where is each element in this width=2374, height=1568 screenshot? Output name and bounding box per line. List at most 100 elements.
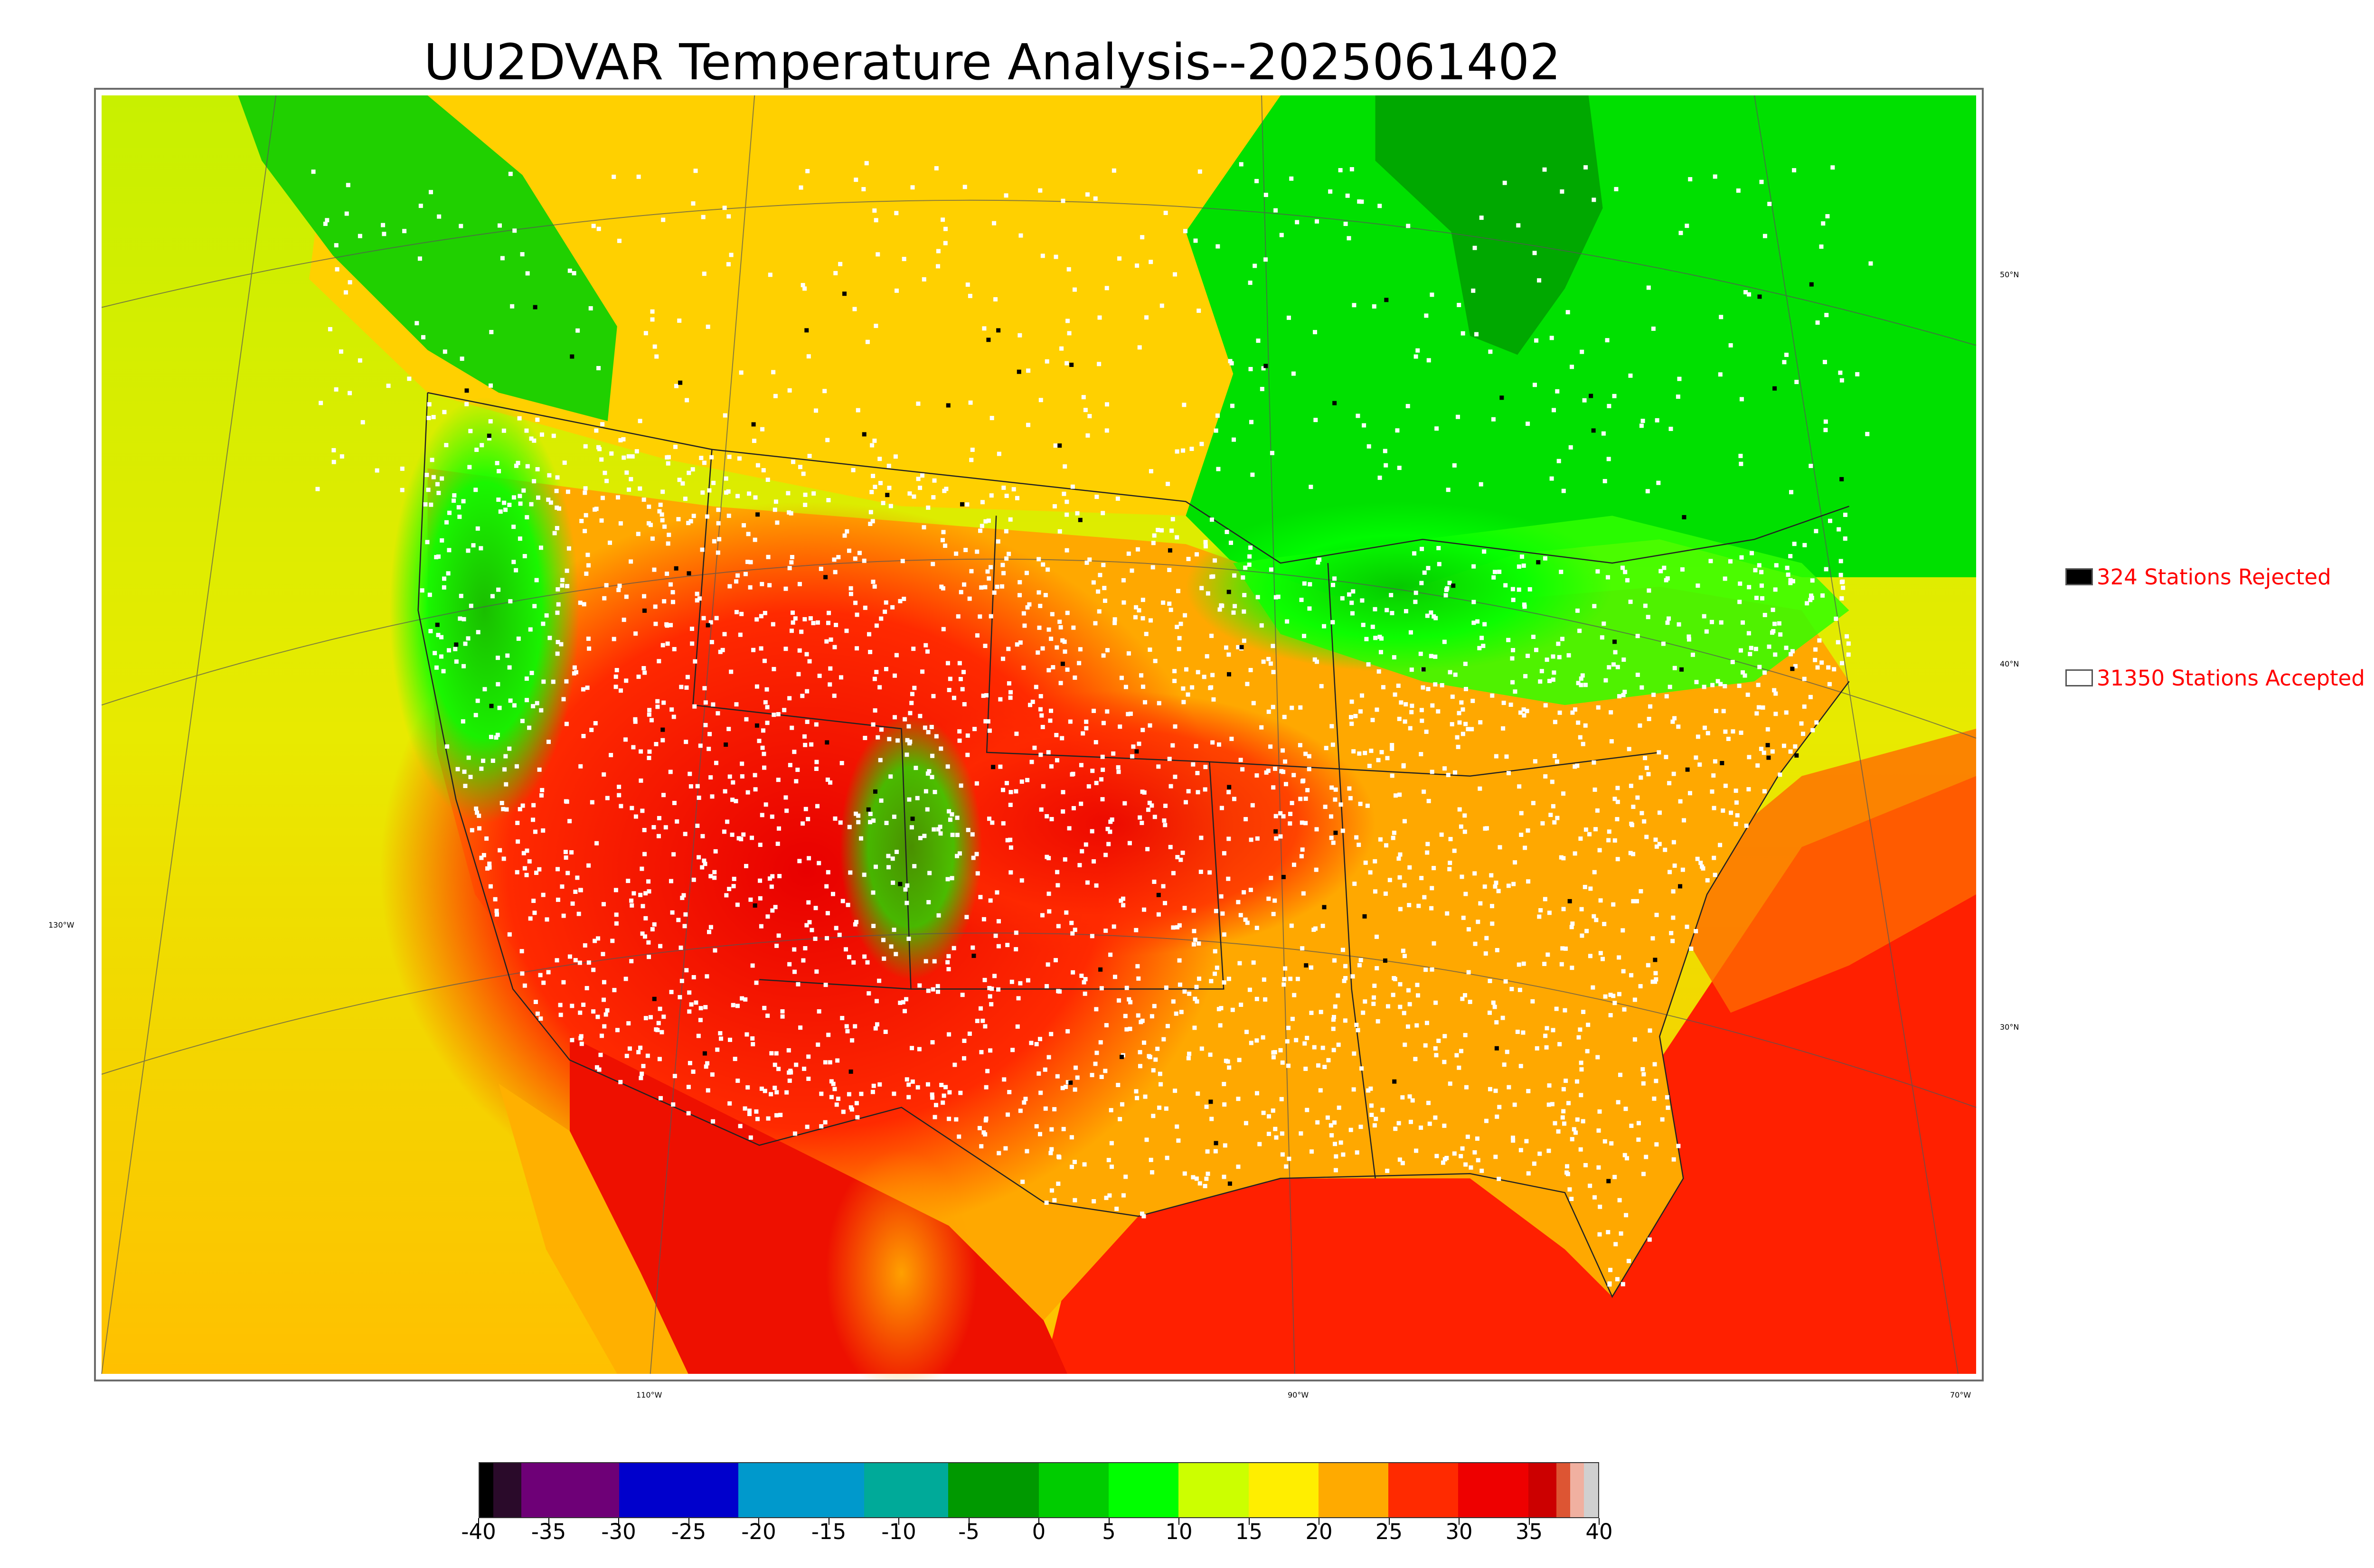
station-accepted (1133, 615, 1138, 620)
station-accepted (496, 682, 500, 686)
station-accepted (1429, 654, 1433, 658)
station-accepted (1302, 1041, 1307, 1046)
station-accepted (1430, 886, 1434, 891)
station-accepted (1625, 578, 1630, 582)
station-accepted (1383, 449, 1387, 453)
station-accepted (1360, 693, 1365, 698)
station-accepted (754, 617, 759, 622)
station-accepted (629, 559, 633, 564)
station-accepted (939, 1083, 944, 1088)
station-accepted (544, 613, 549, 618)
station-accepted (648, 1015, 653, 1020)
station-accepted (1398, 982, 1403, 986)
station-accepted (535, 417, 540, 422)
station-accepted (665, 572, 669, 576)
station-accepted (1050, 612, 1055, 617)
station-accepted (1368, 1086, 1373, 1091)
station-accepted (941, 530, 946, 535)
station-accepted (902, 257, 906, 262)
station-accepted (690, 641, 695, 646)
station-accepted (1545, 952, 1550, 957)
station-accepted (1729, 810, 1733, 815)
station-accepted (1269, 875, 1273, 880)
station-accepted (1280, 1131, 1284, 1136)
lon-label-110w: 110°W (636, 1390, 662, 1399)
station-accepted (1630, 823, 1634, 827)
station-accepted (960, 687, 965, 692)
station-accepted (561, 980, 566, 985)
station-rejected (1765, 743, 1770, 748)
station-accepted (1305, 1035, 1309, 1040)
station-accepted (1425, 613, 1430, 618)
station-accepted (1213, 949, 1217, 954)
station-accepted (1629, 783, 1633, 788)
station-accepted (1569, 1197, 1574, 1202)
station-accepted (975, 1019, 980, 1023)
station-accepted (1175, 535, 1179, 540)
station-accepted (1214, 428, 1218, 433)
station-accepted (1329, 785, 1334, 790)
station-accepted (524, 676, 529, 681)
station-accepted (1839, 378, 1844, 383)
station-accepted (957, 729, 962, 734)
station-accepted (1714, 709, 1718, 714)
station-accepted (474, 806, 479, 811)
station-accepted (1493, 1089, 1498, 1093)
station-accepted (1149, 1014, 1154, 1019)
station-accepted (1556, 641, 1561, 646)
station-accepted (1281, 748, 1285, 753)
station-accepted (605, 796, 610, 800)
station-accepted (547, 473, 552, 478)
station-accepted (917, 983, 922, 988)
station-accepted (1298, 797, 1303, 801)
station-rejected (1060, 661, 1065, 666)
station-accepted (1596, 1165, 1601, 1170)
station-accepted (1266, 896, 1271, 901)
station-accepted (854, 1101, 859, 1106)
station-accepted (946, 967, 951, 972)
station-accepted (1607, 829, 1611, 834)
station-accepted (1426, 358, 1431, 363)
station-accepted (646, 940, 651, 945)
station-accepted (1702, 614, 1706, 619)
station-accepted (479, 766, 484, 771)
station-accepted (570, 901, 575, 906)
station-accepted (769, 1051, 774, 1056)
station-accepted (1178, 621, 1183, 626)
station-accepted (1378, 650, 1383, 655)
station-accepted (489, 383, 493, 388)
station-accepted (1097, 362, 1102, 366)
station-accepted (1149, 803, 1154, 808)
station-accepted (1547, 1083, 1552, 1088)
station-accepted (863, 735, 867, 740)
station-accepted (1519, 832, 1524, 837)
station-rejected (1794, 753, 1799, 758)
station-accepted (595, 1014, 600, 1019)
station-accepted (1152, 1004, 1157, 1008)
station-accepted (1526, 654, 1530, 658)
station-accepted (1245, 682, 1250, 686)
station-accepted (1475, 619, 1480, 624)
station-accepted (983, 1024, 988, 1029)
station-accepted (1737, 600, 1742, 604)
station-accepted (1026, 368, 1031, 373)
station-accepted (1274, 836, 1279, 841)
station-accepted (415, 321, 419, 326)
station-accepted (1452, 1151, 1457, 1156)
station-accepted (986, 518, 991, 523)
station-accepted (1846, 652, 1851, 657)
station-accepted (1611, 902, 1616, 907)
station-accepted (1290, 801, 1294, 806)
station-accepted (1420, 546, 1424, 551)
station-accepted (1709, 620, 1714, 624)
station-accepted (950, 812, 954, 817)
station-accepted (660, 489, 665, 494)
station-accepted (1038, 1090, 1043, 1095)
station-accepted (660, 518, 665, 523)
station-accepted (805, 1125, 810, 1129)
station-accepted (907, 797, 912, 802)
station-accepted (801, 821, 805, 826)
station-accepted (1825, 214, 1830, 219)
station-accepted (888, 504, 893, 508)
station-accepted (1784, 710, 1789, 715)
